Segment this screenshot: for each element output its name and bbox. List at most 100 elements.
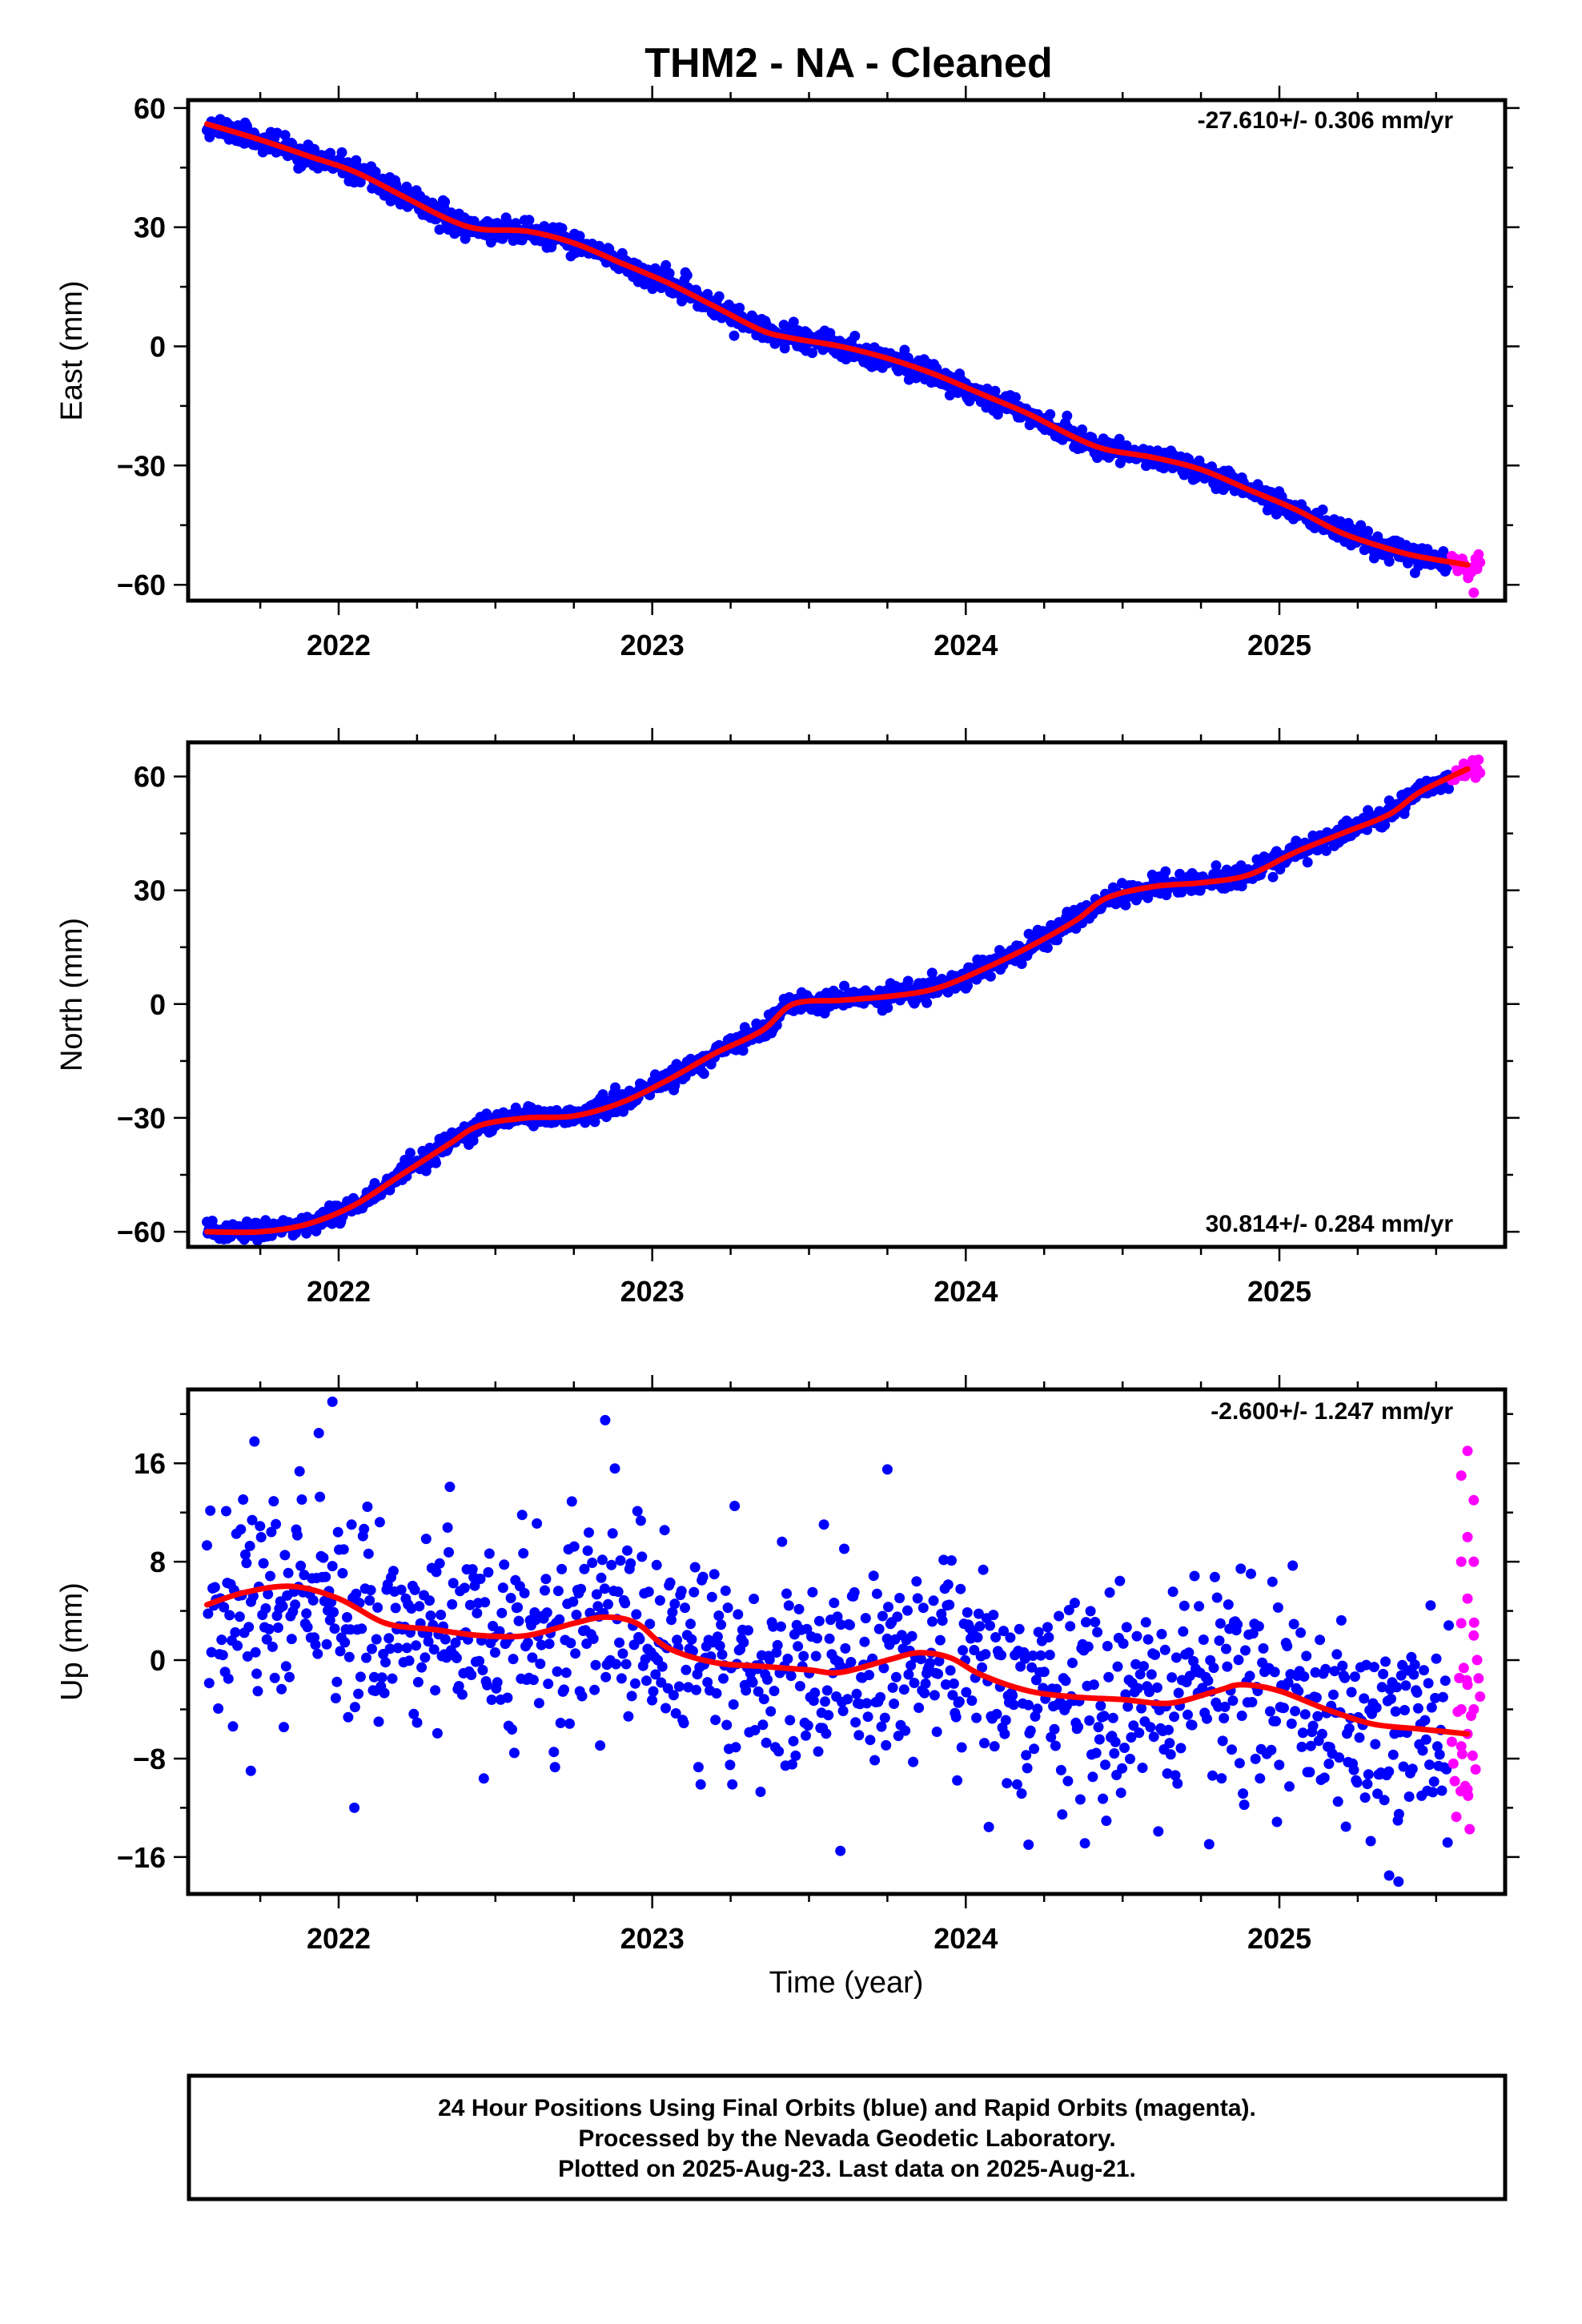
final-orbit-point <box>1021 1750 1032 1761</box>
final-orbit-point <box>582 1545 593 1556</box>
final-orbit-point <box>1178 1600 1190 1611</box>
up-rate-label: -2.600+/- 1.247 mm/yr <box>1211 1398 1453 1425</box>
final-orbit-point <box>832 1611 843 1622</box>
final-orbit-point <box>1057 1809 1068 1820</box>
final-orbit-point <box>299 1570 310 1581</box>
final-orbit-point <box>840 1642 851 1654</box>
final-orbit-point <box>356 1623 367 1634</box>
final-orbit-point <box>599 1583 610 1594</box>
final-orbit-point <box>915 1654 926 1665</box>
final-orbit-point <box>1408 1669 1419 1680</box>
final-orbit-point <box>842 1694 853 1705</box>
east-axes: 2022 2023 2024 2025 −60 −30 0 30 60 <box>117 86 1520 661</box>
final-orbit-point <box>328 1606 339 1618</box>
final-orbit-point <box>743 1625 753 1636</box>
final-orbit-point <box>1346 1687 1357 1698</box>
final-orbit-point <box>450 1637 461 1648</box>
final-orbit-point <box>1219 1713 1230 1723</box>
final-orbit-point <box>404 1148 416 1159</box>
final-orbit-point <box>651 1559 662 1570</box>
final-orbit-point <box>265 1570 275 1582</box>
final-orbit-point <box>1046 1731 1057 1743</box>
final-orbit-point <box>434 224 445 235</box>
final-orbit-point <box>626 1691 637 1702</box>
final-orbit-point <box>1428 1776 1439 1787</box>
x-tick-label: 2024 <box>934 629 998 661</box>
up-y-axis-label: Up (mm) <box>55 1582 89 1701</box>
final-orbit-point <box>1120 899 1131 911</box>
final-orbit-point <box>749 1725 761 1735</box>
final-orbit-point <box>1236 1711 1247 1721</box>
y-tick-label: −30 <box>117 449 166 482</box>
final-orbit-point <box>431 1566 442 1578</box>
final-orbit-point <box>247 1514 258 1526</box>
final-orbit-point <box>251 1668 263 1679</box>
final-orbit-point <box>372 1602 383 1613</box>
final-orbit-point <box>1122 1701 1134 1712</box>
final-orbit-point <box>549 1762 560 1773</box>
final-orbit-point <box>782 1653 793 1664</box>
rapid-orbit-point <box>1462 1783 1473 1795</box>
final-orbit-point <box>859 1636 870 1647</box>
rapid-orbit-point <box>1447 1758 1459 1769</box>
final-orbit-point <box>620 1598 631 1609</box>
final-orbit-point <box>595 1740 606 1751</box>
final-orbit-point <box>868 1570 879 1582</box>
final-orbit-point <box>883 1602 893 1613</box>
final-orbit-point <box>261 1634 272 1645</box>
final-orbit-point <box>1407 1763 1418 1775</box>
final-orbit-point <box>764 1655 775 1665</box>
final-orbit-point <box>956 1742 967 1753</box>
final-orbit-point <box>202 1540 212 1551</box>
final-orbit-point <box>568 1541 580 1552</box>
final-orbit-point <box>903 1669 914 1680</box>
final-orbit-point <box>669 1598 681 1610</box>
final-orbit-point <box>552 1586 564 1597</box>
final-orbit-point <box>615 1555 626 1566</box>
final-orbit-point <box>612 1586 624 1598</box>
final-orbit-point <box>600 1414 611 1425</box>
final-orbit-point <box>451 1652 462 1663</box>
final-orbit-point <box>588 1633 599 1644</box>
final-orbit-point <box>528 1675 539 1686</box>
final-orbit-point <box>609 1463 620 1474</box>
final-orbit-point <box>507 1724 517 1735</box>
rapid-orbit-point <box>1462 1445 1473 1457</box>
final-orbit-point <box>420 1534 432 1545</box>
up-axes: 2022 2023 2024 2025 −16 −8 0 8 16 <box>117 1375 1520 1955</box>
rapid-orbit-point <box>1462 1593 1473 1604</box>
final-orbit-point <box>464 1599 476 1610</box>
final-orbit-point <box>644 1618 656 1630</box>
final-orbit-point <box>252 1686 263 1697</box>
final-orbit-point <box>1343 1723 1355 1734</box>
final-orbit-point <box>1307 1720 1319 1731</box>
final-orbit-point <box>887 1682 898 1693</box>
final-orbit-point <box>1043 1632 1054 1642</box>
x-tick-label: 2024 <box>934 1275 998 1308</box>
final-orbit-point <box>1442 1837 1453 1848</box>
final-orbit-point <box>408 1708 420 1719</box>
final-orbit-point <box>810 1651 821 1662</box>
final-orbit-point <box>1244 1671 1255 1682</box>
footnote-line-1: 24 Hour Positions Using Final Orbits (bl… <box>438 2095 1256 2121</box>
final-orbit-point <box>931 1727 942 1737</box>
rapid-orbit-point <box>1472 1655 1483 1666</box>
final-orbit-point <box>294 1466 305 1477</box>
model-fit-line <box>204 121 1471 568</box>
final-orbit-point <box>351 1588 362 1599</box>
final-orbit-point <box>238 1494 249 1505</box>
final-orbit-point <box>821 1685 833 1696</box>
x-tick-label: 2023 <box>620 629 685 661</box>
final-orbit-point <box>1007 1690 1018 1701</box>
final-orbit-point <box>937 1615 948 1626</box>
footnote-frame <box>187 2073 1508 2201</box>
final-orbit-point <box>564 1718 575 1729</box>
final-orbit-point <box>492 1677 503 1688</box>
final-orbit-point <box>516 1510 528 1521</box>
final-orbit-point <box>1084 1715 1095 1726</box>
final-orbit-point <box>749 1594 760 1604</box>
final-orbit-point <box>440 1634 451 1645</box>
final-orbit-point <box>1194 1601 1205 1612</box>
final-orbit-point <box>1311 1692 1322 1703</box>
